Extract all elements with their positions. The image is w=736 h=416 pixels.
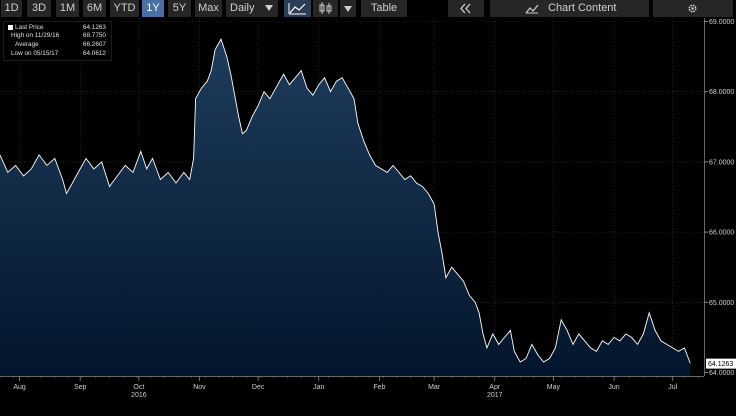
range-1y-button[interactable]: 1Y [142, 0, 164, 17]
legend-average-label: Average [15, 41, 39, 48]
legend-low: Low on 05/15/17 64.0612 [8, 50, 108, 58]
x-axis: Aug Sep Oct Nov Dec Jan Feb Mar Apr May Jun Jul 2016… [0, 376, 704, 399]
x-tick-label: Nov [193, 384, 206, 391]
x-year-label: 2017 [487, 392, 503, 399]
interval-label: Daily [230, 2, 255, 14]
price-area [0, 39, 691, 376]
chart-content-button[interactable]: Chart Content [490, 0, 649, 17]
legend-swatch [8, 25, 13, 30]
chart-area: 69.0000 68.0000 67.0000 66.0000 65.0000 64.00… [0, 18, 736, 411]
line-chart-icon [288, 3, 306, 15]
price-line [0, 37, 691, 364]
x-tick-label: Dec [252, 384, 265, 391]
legend-last-label: Last Price [15, 24, 44, 31]
double-chevron-left-icon [460, 3, 471, 14]
y-tick-label: 66.0000 [709, 230, 734, 237]
chart-content-icon [525, 4, 539, 14]
x-tick-label: Aug [13, 384, 26, 391]
y-tick-label: 67.0000 [709, 159, 734, 166]
legend-average-value: 66.2607 [82, 41, 106, 48]
legend-last-price: Last Price 64.1263 [8, 24, 108, 32]
y-tick-label: 69.0000 [709, 19, 734, 26]
y-tick-label: 65.0000 [709, 300, 734, 307]
range-5y-button[interactable]: 5Y [168, 0, 191, 17]
candle-chart-type-button[interactable] [313, 0, 338, 17]
x-tick-label: Apr [489, 384, 501, 391]
chart-toolbar: 1D 3D 1M 6M YTD 1Y 5Y Max Daily Table Ch… [0, 0, 736, 18]
chart-content-label: Chart Content [548, 2, 617, 14]
x-tick-label: Jul [668, 384, 677, 391]
x-tick-label: Oct [133, 384, 144, 391]
legend-low-label: Low on 05/15/17 [11, 50, 59, 57]
candlestick-icon [319, 2, 332, 14]
legend-low-value: 64.0612 [82, 50, 106, 57]
range-6m-button[interactable]: 6M [83, 0, 106, 17]
x-tick-label: Feb [373, 384, 385, 391]
collapse-button[interactable] [448, 0, 484, 17]
range-max-button[interactable]: Max [195, 0, 222, 17]
last-price-label: 64.1263 [708, 361, 733, 368]
legend-high-label: High on 11/29/16 [11, 32, 60, 39]
range-1d-button[interactable]: 1D [1, 0, 22, 17]
y-axis: 69.0000 68.0000 67.0000 66.0000 65.0000 64.00… [704, 18, 736, 377]
settings-button[interactable] [653, 0, 733, 17]
x-tick-label: May [547, 384, 561, 391]
legend-last-value: 64.1263 [82, 24, 106, 31]
chart-type-dropdown[interactable] [340, 0, 356, 17]
table-button[interactable]: Table [361, 0, 407, 17]
price-chart: 69.0000 68.0000 67.0000 66.0000 65.0000 64.00… [0, 18, 736, 399]
chevron-down-icon [265, 5, 273, 11]
legend-average: Average 66.2607 [8, 41, 108, 49]
legend-panel: Last Price 64.1263 High on 11/29/16 68.7… [3, 21, 112, 61]
interval-dropdown[interactable]: Daily [226, 0, 278, 17]
gear-icon [688, 4, 697, 13]
y-tick-label: 68.0000 [709, 89, 734, 96]
legend-high: High on 11/29/16 68.7750 [8, 32, 108, 40]
x-tick-label: Jan [313, 384, 324, 391]
chevron-down-icon [344, 6, 352, 12]
legend-high-value: 68.7750 [82, 32, 106, 39]
range-1m-button[interactable]: 1M [56, 0, 79, 17]
range-3d-button[interactable]: 3D [27, 0, 51, 17]
last-price-marker [706, 358, 736, 369]
x-tick-label: Sep [74, 384, 87, 391]
range-ytd-button[interactable]: YTD [110, 0, 139, 17]
x-year-label: 2016 [131, 392, 147, 399]
line-chart-type-button[interactable] [284, 0, 311, 17]
x-tick-label: Mar [428, 384, 441, 391]
y-tick-label: 64.0000 [709, 370, 734, 377]
x-tick-label: Jun [608, 384, 619, 391]
